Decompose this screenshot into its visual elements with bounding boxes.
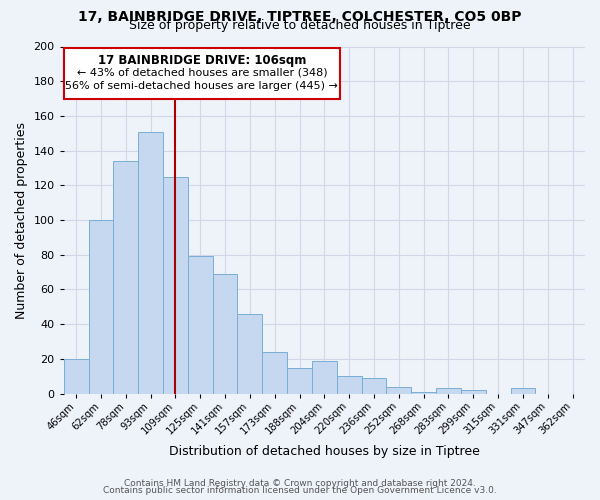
Bar <box>138 132 163 394</box>
Text: 17, BAINBRIDGE DRIVE, TIPTREE, COLCHESTER, CO5 0BP: 17, BAINBRIDGE DRIVE, TIPTREE, COLCHESTE… <box>78 10 522 24</box>
Text: 17 BAINBRIDGE DRIVE: 106sqm: 17 BAINBRIDGE DRIVE: 106sqm <box>98 54 306 67</box>
Bar <box>238 314 262 394</box>
Bar <box>362 378 386 394</box>
Bar <box>511 388 535 394</box>
Text: ← 43% of detached houses are smaller (348): ← 43% of detached houses are smaller (34… <box>77 68 327 78</box>
Bar <box>312 360 337 394</box>
Bar <box>337 376 362 394</box>
Bar <box>386 386 411 394</box>
Y-axis label: Number of detached properties: Number of detached properties <box>15 122 28 318</box>
Bar <box>64 359 89 394</box>
Text: Size of property relative to detached houses in Tiptree: Size of property relative to detached ho… <box>129 19 471 32</box>
Text: Contains HM Land Registry data © Crown copyright and database right 2024.: Contains HM Land Registry data © Crown c… <box>124 478 476 488</box>
Bar <box>287 368 312 394</box>
Text: Contains public sector information licensed under the Open Government Licence v3: Contains public sector information licen… <box>103 486 497 495</box>
Text: 56% of semi-detached houses are larger (445) →: 56% of semi-detached houses are larger (… <box>65 81 338 91</box>
FancyBboxPatch shape <box>64 48 340 98</box>
Bar <box>212 274 238 394</box>
Bar <box>163 176 188 394</box>
Bar <box>262 352 287 394</box>
Bar <box>411 392 436 394</box>
Bar <box>89 220 113 394</box>
Bar <box>113 161 138 394</box>
Bar <box>461 390 486 394</box>
X-axis label: Distribution of detached houses by size in Tiptree: Distribution of detached houses by size … <box>169 444 480 458</box>
Bar <box>188 256 212 394</box>
Bar <box>436 388 461 394</box>
